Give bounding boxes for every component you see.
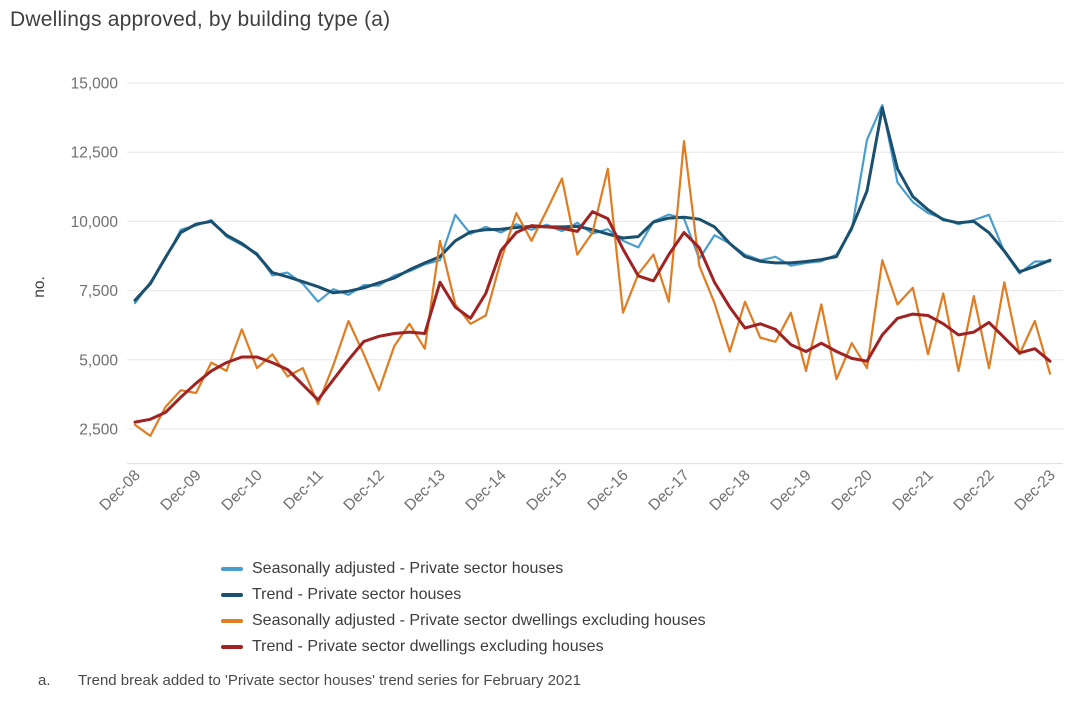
- legend-swatch: [221, 567, 243, 571]
- x-tick-label: Dec-22: [950, 467, 997, 514]
- y-tick-label: 10,000: [71, 214, 119, 231]
- legend-label: Trend - Private sector dwellings excludi…: [252, 638, 604, 655]
- y-tick-label: 15,000: [71, 76, 119, 93]
- y-tick-label: 7,500: [79, 283, 118, 300]
- x-tick-label: Dec-16: [584, 467, 631, 514]
- x-tick-label: Dec-19: [767, 467, 814, 514]
- legend-swatch: [221, 593, 243, 597]
- x-tick-label: Dec-10: [218, 467, 266, 515]
- series-line-seasonally-adjusted-private-sector-dwellings-excluding-houses: [133, 140, 1052, 437]
- y-axis-label: no.: [31, 276, 48, 298]
- chart-title: Dwellings approved, by building type (a): [10, 8, 391, 31]
- x-tick-label: Dec-09: [157, 467, 204, 514]
- x-tick-label: Dec-14: [462, 467, 510, 515]
- x-tick-label: Dec-21: [889, 467, 936, 514]
- legend-item: Seasonally adjusted - Private sector hou…: [221, 556, 706, 582]
- y-tick-label: 2,500: [79, 422, 118, 439]
- x-tick-label: Dec-15: [523, 467, 570, 514]
- x-tick-label: Dec-18: [706, 467, 753, 514]
- legend-item: Trend - Private sector houses: [221, 582, 706, 608]
- legend: Seasonally adjusted - Private sector hou…: [221, 556, 706, 660]
- footnote-text: Trend break added to 'Private sector hou…: [78, 672, 581, 689]
- y-tick-label: 5,000: [79, 352, 118, 369]
- footnote: a. Trend break added to 'Private sector …: [38, 672, 581, 689]
- x-tick-label: Dec-23: [1011, 467, 1058, 514]
- x-tick-label: Dec-20: [828, 467, 876, 515]
- x-tick-label: Dec-13: [401, 467, 448, 514]
- line-chart: 2,500 5,000 7,500 10,000 12,500 15,000 no. Dec-…: [31, 76, 1063, 515]
- legend-item: Seasonally adjusted - Private sector dwe…: [221, 608, 706, 634]
- legend-label: Seasonally adjusted - Private sector dwe…: [252, 612, 706, 629]
- x-tick-label: Dec-12: [340, 467, 387, 514]
- legend-label: Trend - Private sector houses: [252, 586, 462, 603]
- x-tick-label: Dec-11: [280, 467, 327, 514]
- legend-swatch: [221, 619, 243, 623]
- x-tick-label: Dec-08: [96, 467, 143, 514]
- series-line-trend-private-sector-houses: [133, 106, 1052, 302]
- y-tick-label: 12,500: [71, 145, 119, 162]
- footnote-marker: a.: [38, 672, 51, 689]
- series-line-trend-private-sector-dwellings-excluding-houses: [133, 210, 1052, 424]
- x-tick-label: Dec-17: [645, 467, 692, 514]
- legend-item: Trend - Private sector dwellings excludi…: [221, 634, 706, 660]
- legend-swatch: [221, 645, 243, 649]
- legend-label: Seasonally adjusted - Private sector hou…: [252, 560, 564, 577]
